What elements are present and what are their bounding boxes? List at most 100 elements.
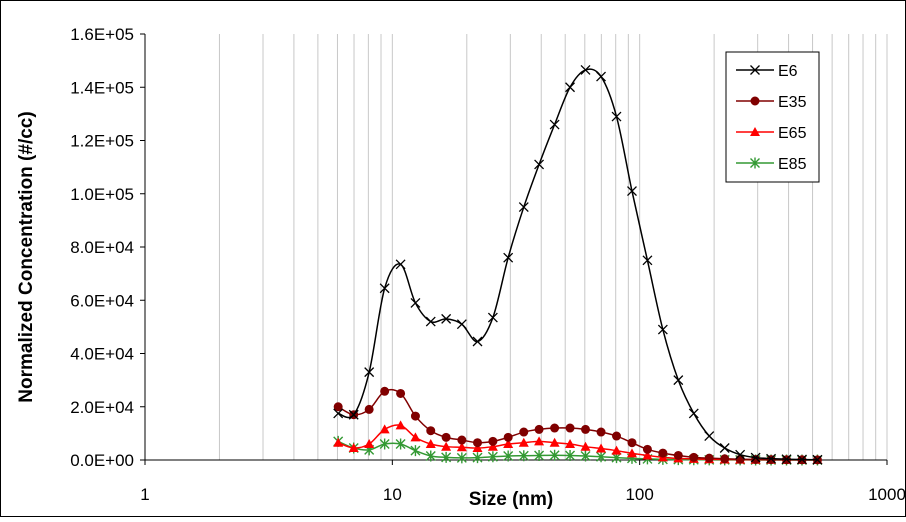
marker-x bbox=[580, 64, 591, 75]
data-point bbox=[596, 451, 607, 463]
data-point bbox=[812, 454, 823, 465]
marker-x bbox=[797, 454, 807, 465]
legend-marker bbox=[750, 65, 760, 75]
marker-star bbox=[472, 452, 483, 464]
marker-x bbox=[333, 408, 344, 419]
data-point bbox=[472, 443, 483, 453]
y-tick-label: 1.2E+05 bbox=[70, 132, 134, 151]
data-point bbox=[549, 437, 560, 447]
data-point bbox=[581, 424, 591, 434]
data-point bbox=[673, 375, 684, 386]
marker-star bbox=[487, 451, 498, 463]
data-point bbox=[472, 336, 483, 347]
marker-x bbox=[750, 65, 760, 75]
marker-star bbox=[379, 438, 390, 450]
data-point bbox=[735, 449, 746, 460]
data-point bbox=[503, 439, 514, 449]
legend-item-e6: E6 bbox=[736, 63, 798, 80]
data-point bbox=[534, 449, 545, 461]
legend-box bbox=[725, 51, 820, 183]
data-point bbox=[503, 252, 514, 263]
marker-x bbox=[472, 336, 483, 347]
y-tick-label: 8.0E+04 bbox=[70, 238, 134, 257]
data-point bbox=[410, 432, 421, 442]
y-tick-label: 6.0E+04 bbox=[70, 291, 134, 310]
data-point bbox=[503, 450, 514, 462]
data-point bbox=[426, 426, 436, 436]
data-point bbox=[611, 111, 622, 122]
data-point bbox=[565, 423, 575, 433]
x-tick-label: 1000 bbox=[868, 485, 906, 504]
y-axis-title: Normalized Concentration (#/cc) bbox=[16, 111, 37, 402]
data-point bbox=[503, 432, 513, 442]
data-point bbox=[395, 420, 406, 430]
marker-star bbox=[534, 449, 545, 461]
marker-x bbox=[379, 283, 390, 294]
data-point bbox=[518, 437, 529, 447]
marker-x bbox=[688, 408, 699, 419]
x-tick-label: 100 bbox=[625, 485, 653, 504]
marker-star bbox=[503, 450, 514, 462]
data-point bbox=[410, 297, 421, 308]
legend-item-e65: E65 bbox=[736, 125, 807, 142]
legend-item-e85: E85 bbox=[736, 156, 807, 173]
marker-x bbox=[487, 312, 498, 323]
data-point bbox=[456, 442, 467, 452]
data-point bbox=[487, 451, 498, 463]
data-point bbox=[425, 450, 436, 462]
data-point bbox=[441, 451, 452, 463]
data-point bbox=[456, 452, 467, 464]
marker-star bbox=[410, 445, 421, 457]
marker-star bbox=[565, 449, 576, 461]
data-point bbox=[425, 439, 436, 449]
data-point bbox=[549, 119, 560, 130]
data-point bbox=[473, 438, 483, 448]
y-tick-label: 1.6E+05 bbox=[70, 25, 134, 44]
legend-marker bbox=[750, 127, 760, 136]
data-point bbox=[658, 448, 668, 458]
data-point bbox=[565, 439, 576, 449]
data-point bbox=[487, 312, 498, 323]
marker-star bbox=[425, 450, 436, 462]
marker-x bbox=[441, 313, 452, 324]
data-point bbox=[457, 435, 467, 445]
data-point bbox=[410, 411, 420, 421]
data-point bbox=[379, 438, 390, 450]
marker-star bbox=[441, 451, 452, 463]
series-e6 bbox=[333, 64, 823, 465]
data-point bbox=[333, 402, 343, 412]
data-point bbox=[627, 438, 637, 448]
data-point bbox=[441, 441, 452, 451]
data-point bbox=[627, 186, 637, 197]
data-point bbox=[379, 283, 390, 294]
data-point bbox=[596, 443, 607, 453]
data-point bbox=[580, 441, 591, 451]
series-e35 bbox=[333, 386, 822, 465]
legend-item-e35: E35 bbox=[736, 94, 807, 111]
marker-x bbox=[596, 71, 607, 82]
data-point bbox=[333, 408, 344, 419]
marker-x bbox=[812, 454, 823, 465]
data-point bbox=[720, 454, 730, 464]
marker-star bbox=[596, 451, 607, 463]
data-point bbox=[689, 452, 699, 462]
data-point bbox=[750, 452, 761, 463]
data-point bbox=[688, 408, 699, 419]
data-point bbox=[395, 438, 406, 450]
data-point bbox=[642, 444, 652, 454]
data-point bbox=[441, 313, 452, 324]
marker-x bbox=[735, 449, 746, 460]
data-point bbox=[534, 159, 545, 170]
data-point bbox=[472, 452, 483, 464]
marker-x bbox=[657, 324, 668, 335]
data-point bbox=[425, 316, 436, 327]
data-point bbox=[565, 82, 576, 93]
legend-label: E65 bbox=[778, 125, 807, 142]
marker-star bbox=[456, 452, 467, 464]
marker-star bbox=[518, 450, 529, 462]
marker-star bbox=[580, 450, 591, 462]
y-tick-label: 1.4E+05 bbox=[70, 78, 134, 97]
marker-x bbox=[518, 202, 529, 213]
